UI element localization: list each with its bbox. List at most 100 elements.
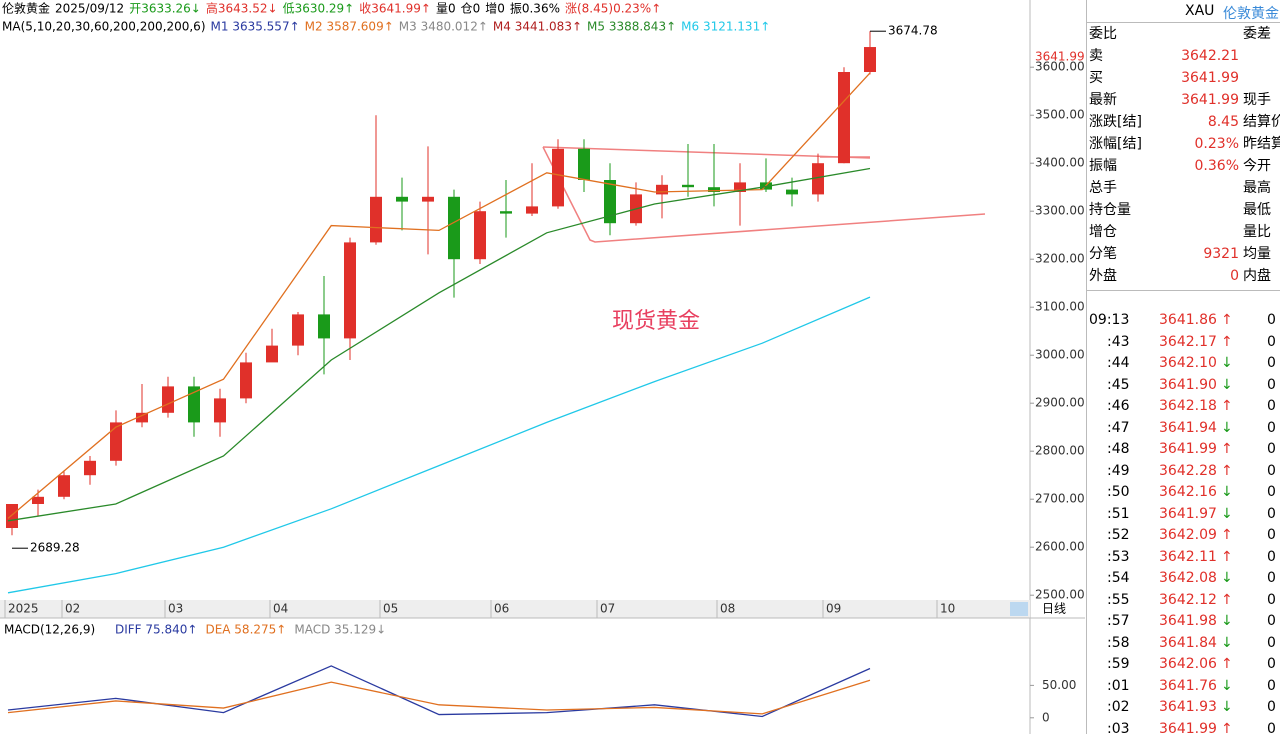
name: 伦敦黄金 <box>1223 6 1279 22</box>
quote-label2: 内盘 <box>1243 268 1271 284</box>
tick-price: 3641.99 <box>1159 720 1217 734</box>
tick-price: 3641.86 <box>1159 312 1217 328</box>
tick-time: :58 <box>1107 634 1130 651</box>
quote-value: 0 <box>1230 268 1239 284</box>
tick-time: :52 <box>1107 527 1130 543</box>
tick-row: :59 3642.06 ↑ 0 <box>1089 653 1279 675</box>
candle-body <box>474 211 486 260</box>
y-tick-label: 2700.00 <box>1035 492 1085 506</box>
candle-body <box>812 163 824 195</box>
tick-dir: ↓ <box>1221 677 1233 694</box>
line-m2 <box>7 72 871 519</box>
tick-time: :43 <box>1107 333 1130 350</box>
tick-dir: ↓ <box>1221 634 1233 651</box>
tick-vol: 0 <box>1267 656 1276 672</box>
quote-row: 卖 3642.21 <box>1089 45 1279 67</box>
quote-label: 持仓量 <box>1089 202 1131 218</box>
tick-dir: ↑ <box>1221 462 1233 479</box>
header-item: 量0 <box>436 2 456 16</box>
candle-body <box>110 422 122 461</box>
quote-label2: 现手 <box>1243 92 1271 108</box>
candle-body <box>786 189 798 195</box>
date-band <box>0 600 1030 618</box>
tick-vol: 0 <box>1267 527 1276 543</box>
y-tick-label: 50.00 <box>1042 678 1076 692</box>
candle-body <box>500 211 512 214</box>
tick-row: :50 3642.16 ↓ 0 <box>1089 481 1279 503</box>
tick-vol: 0 <box>1267 376 1276 393</box>
candle-body <box>292 314 304 346</box>
tick-dir: ↓ <box>1221 419 1233 436</box>
candle-body <box>708 187 720 192</box>
tick-time: :46 <box>1107 398 1130 414</box>
tick-vol: 0 <box>1267 720 1276 734</box>
y-tick-label: 3400.00 <box>1035 156 1085 170</box>
quote-label: 涨幅[结] <box>1089 136 1142 152</box>
tick-dir: ↑ <box>1221 312 1233 328</box>
quote-row: 委比 委差 <box>1089 23 1279 45</box>
y-tick-label: 2900.00 <box>1035 396 1085 410</box>
header-item: 收3641.99↑ <box>359 2 431 16</box>
trendline <box>542 146 871 159</box>
header-item: 高3643.52↓ <box>206 1 278 16</box>
macd-legend: DEA 58.275↑ <box>205 623 286 637</box>
y-tick-label: 3100.00 <box>1035 300 1085 314</box>
x-tick-label: 03 <box>168 602 183 616</box>
header-item: M4 3441.083↑ <box>493 20 582 34</box>
high-label: 3674.78 <box>888 24 938 38</box>
tick-dir: ↑ <box>1221 656 1233 672</box>
candle-body <box>396 196 408 202</box>
tick-vol: 0 <box>1267 462 1276 479</box>
tick-price: 3641.94 <box>1159 419 1217 436</box>
candle-body <box>370 196 382 243</box>
tick-time: :49 <box>1107 462 1130 479</box>
tick-time: :53 <box>1107 548 1130 565</box>
x-tick-label: 08 <box>720 602 735 616</box>
tick-vol: 0 <box>1267 591 1276 608</box>
tick-dir: ↓ <box>1221 699 1233 715</box>
quote-label: 委比 <box>1089 26 1117 42</box>
scroll-box[interactable] <box>1010 602 1028 616</box>
tick-price: 3642.10 <box>1159 355 1217 371</box>
header-item: 低3630.29↑ <box>283 2 355 16</box>
tick-vol: 0 <box>1267 355 1276 371</box>
candle-body <box>422 196 434 202</box>
tick-time: :45 <box>1107 376 1130 393</box>
tick-time: :50 <box>1107 484 1130 500</box>
quote-value: 3641.99 <box>1181 92 1239 108</box>
candle-body <box>240 362 252 399</box>
tick-vol: 0 <box>1267 419 1276 436</box>
tick-row: :51 3641.97 ↓ 0 <box>1089 503 1279 525</box>
y-tick-label: 2800.00 <box>1035 444 1085 458</box>
header-item: 振0.36% <box>510 2 560 16</box>
candle-body <box>188 386 200 423</box>
header-item: M1 3635.557↑ <box>211 20 300 34</box>
tick-row: :57 3641.98 ↓ 0 <box>1089 610 1279 632</box>
candle-body <box>604 180 616 224</box>
tick-time: :59 <box>1107 656 1130 672</box>
quote-label: 增仓 <box>1089 224 1117 240</box>
tick-dir: ↑ <box>1221 527 1233 543</box>
tick-time: :54 <box>1107 570 1130 586</box>
tick-dir: ↑ <box>1221 333 1233 350</box>
quote-label: 分笔 <box>1089 246 1117 262</box>
tick-vol: 0 <box>1267 441 1276 457</box>
divider <box>1087 290 1280 291</box>
candle-body <box>656 184 668 195</box>
quote-label: 最新 <box>1089 92 1117 108</box>
tick-price: 3641.97 <box>1159 505 1217 522</box>
tick-time: :51 <box>1107 505 1130 522</box>
x-tick-label: 06 <box>494 602 509 616</box>
quote-row: 最新 3641.99 现手 <box>1089 89 1279 111</box>
x-tick-label: 10 <box>940 602 955 616</box>
quote-label2: 最高 <box>1243 180 1271 196</box>
period: 日线 <box>1042 602 1066 616</box>
tick-dir: ↑ <box>1221 548 1233 565</box>
tick-row: :47 3641.94 ↓ 0 <box>1089 417 1279 439</box>
candle-body <box>578 148 590 180</box>
tick-time: :02 <box>1107 699 1130 715</box>
x-tick-label: 05 <box>383 602 398 616</box>
quote-row: 涨幅[结] 0.23%昨结算 <box>1089 133 1280 155</box>
candle-body <box>214 398 226 423</box>
candle-body <box>266 345 278 363</box>
